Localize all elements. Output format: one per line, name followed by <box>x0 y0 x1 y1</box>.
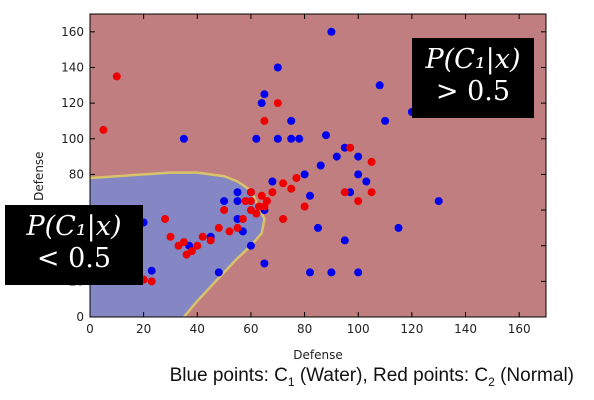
red-point <box>239 215 247 223</box>
red-point <box>252 210 260 218</box>
red-point <box>226 227 234 235</box>
blue-point <box>260 260 268 268</box>
lower-annotation-inequality: < 0.5 <box>5 243 143 275</box>
red-point <box>215 224 223 232</box>
lower-annotation-formula: P(C₁|x) <box>5 211 143 243</box>
red-point <box>279 179 287 187</box>
blue-point <box>354 268 362 276</box>
y-tick-label: 160 <box>61 25 84 39</box>
legend-caption: Blue points: C1 (Water), Red points: C2 … <box>0 365 594 389</box>
red-point <box>274 99 282 107</box>
x-tick-label: 0 <box>86 322 94 336</box>
blue-point <box>376 81 384 89</box>
x-tick-label: 120 <box>400 322 423 336</box>
blue-point <box>317 162 325 170</box>
blue-point <box>234 197 242 205</box>
caption-red-sub: 2 <box>488 375 495 389</box>
blue-point <box>274 135 282 143</box>
red-point <box>263 197 271 205</box>
blue-point <box>295 135 303 143</box>
blue-point <box>322 131 330 139</box>
upper-probability-annotation: P(C₁|x) > 0.5 <box>412 38 534 118</box>
red-point <box>293 174 301 182</box>
x-tick-label: 160 <box>508 322 531 336</box>
red-point <box>161 215 169 223</box>
red-point <box>199 233 207 241</box>
blue-point <box>287 117 295 125</box>
blue-point <box>333 153 341 161</box>
blue-point <box>354 153 362 161</box>
red-point <box>341 188 349 196</box>
blue-point <box>381 117 389 125</box>
red-point <box>368 188 376 196</box>
blue-point <box>395 224 403 232</box>
x-tick-label: 40 <box>190 322 205 336</box>
upper-annotation-formula: P(C₁|x) <box>412 44 534 76</box>
red-point <box>301 203 309 211</box>
x-tick-label: 140 <box>454 322 477 336</box>
blue-point <box>180 135 188 143</box>
blue-point <box>258 99 266 107</box>
red-point <box>207 236 215 244</box>
blue-point <box>215 268 223 276</box>
blue-point <box>301 170 309 178</box>
red-point <box>193 242 201 250</box>
blue-point <box>260 90 268 98</box>
red-point <box>220 206 228 214</box>
blue-point <box>306 192 314 200</box>
y-tick-label: 80 <box>69 167 84 181</box>
caption-blue-sub: 1 <box>288 375 295 389</box>
red-point <box>268 188 276 196</box>
y-tick-label: 100 <box>61 132 84 146</box>
blue-point <box>341 236 349 244</box>
upper-annotation-inequality: > 0.5 <box>412 76 534 108</box>
red-point <box>234 224 242 232</box>
blue-point <box>435 197 443 205</box>
red-point <box>260 117 268 125</box>
caption-red-suffix: (Normal) <box>495 365 574 386</box>
blue-point <box>220 197 228 205</box>
red-point <box>247 197 255 205</box>
blue-point <box>247 242 255 250</box>
blue-point <box>354 170 362 178</box>
blue-point <box>274 64 282 72</box>
red-point <box>346 144 354 152</box>
y-tick-label: 140 <box>61 60 84 74</box>
red-point <box>167 233 175 241</box>
blue-point <box>287 135 295 143</box>
red-point <box>247 188 255 196</box>
blue-point <box>314 224 322 232</box>
x-tick-label: 60 <box>243 322 258 336</box>
x-axis-label: Defense <box>293 348 342 362</box>
blue-point <box>362 178 370 186</box>
red-point <box>148 277 156 285</box>
blue-point <box>327 268 335 276</box>
caption-blue-prefix: Blue points: C <box>170 365 288 386</box>
red-point <box>99 126 107 134</box>
x-tick-label: 80 <box>297 322 312 336</box>
blue-point <box>252 135 260 143</box>
x-tick-label: 100 <box>347 322 370 336</box>
red-point <box>113 72 121 80</box>
lower-probability-annotation: P(C₁|x) < 0.5 <box>5 205 143 285</box>
red-point <box>279 215 287 223</box>
red-point <box>354 197 362 205</box>
y-tick-label: 0 <box>76 310 84 324</box>
caption-red-prefix: Red points: C <box>373 365 488 386</box>
blue-point <box>234 188 242 196</box>
red-point <box>287 185 295 193</box>
y-tick-label: 120 <box>61 96 84 110</box>
x-tick-label: 20 <box>136 322 151 336</box>
caption-blue-suffix: (Water), <box>295 365 373 386</box>
blue-point <box>268 178 276 186</box>
blue-point <box>327 28 335 36</box>
red-point <box>368 158 376 166</box>
red-point <box>180 238 188 246</box>
blue-point <box>306 268 314 276</box>
blue-point <box>148 267 156 275</box>
